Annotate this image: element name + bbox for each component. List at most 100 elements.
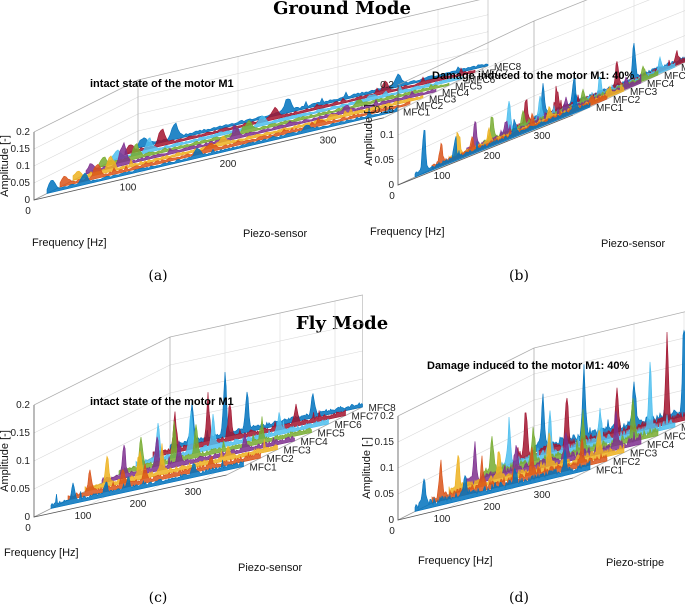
y-tick-label: MFC4: [301, 437, 329, 448]
x-tick-label: 0: [389, 526, 395, 537]
y-tick-label: MFC8: [369, 403, 397, 414]
z-tick-label: 0.05: [11, 178, 31, 189]
z-tick-label: 0.05: [11, 484, 31, 495]
y-tick-label: MFC7: [481, 68, 509, 79]
y-tick-label: MFC8: [494, 62, 522, 73]
y-axis-label: Piezo-sensor: [238, 562, 303, 574]
y-tick-label: MFC6: [335, 420, 363, 431]
z-axis-label: Amplitude [-]: [0, 135, 11, 197]
gridline: [397, 373, 535, 443]
annotation: intact state of the motor M1: [90, 396, 234, 408]
caption-d: (d): [509, 590, 529, 606]
y-tick-label: MFC1: [403, 107, 431, 118]
series-group: [46, 63, 489, 194]
series-group: [50, 371, 363, 509]
z-tick-label: 0: [388, 515, 394, 526]
gridline: [137, 0, 480, 81]
series-mfc1: [50, 459, 244, 509]
z-tick-label: 0.2: [380, 411, 394, 422]
x-tick-label: 200: [484, 151, 501, 162]
series-mfc1: [46, 106, 398, 194]
annotation: Damage induced to the motor M1: 40%: [427, 360, 630, 372]
fly-mode-title: Fly Mode: [296, 313, 388, 334]
series-mfc3: [84, 438, 278, 492]
z-axis-label: Amplitude [-]: [361, 437, 373, 499]
series-mfc2: [431, 438, 608, 504]
y-tick-label: MFC2: [267, 454, 295, 465]
y-tick-label: MFC4: [647, 440, 675, 451]
gridline: [33, 96, 139, 150]
annotation: intact state of the motor M1: [90, 78, 234, 90]
y-axis-label: Piezo-sensor: [243, 228, 308, 240]
caption-c: (c): [149, 590, 168, 606]
y-tick-label: MFC2: [416, 101, 444, 112]
gridline: [533, 311, 685, 349]
gridline: [397, 399, 535, 469]
y-tick-label: MFC2: [613, 95, 641, 106]
z-axis-label: Amplitude [-]: [363, 104, 375, 166]
x-tick-label: 100: [120, 183, 137, 194]
y-axis-label: Piezo-stripe: [606, 557, 664, 569]
gridline: [33, 130, 139, 184]
ground-mode-title: Ground Mode: [273, 0, 411, 19]
series-mfc5: [118, 416, 312, 475]
x-tick-label: 300: [534, 490, 551, 501]
axis-line: [33, 294, 363, 407]
y-tick-label: MFC5: [318, 429, 346, 440]
series-mfc2: [67, 452, 261, 501]
z-tick-label: 0.1: [16, 456, 30, 467]
axis-line: [33, 0, 489, 133]
x-tick-label: 100: [434, 171, 451, 182]
z-tick-label: 0.15: [11, 144, 31, 155]
x-tick-label: 0: [389, 191, 395, 202]
y-tick-label: MFC1: [596, 466, 624, 477]
gridline: [397, 45, 535, 111]
z-tick-label: 0: [388, 180, 394, 191]
y-tick-label: MFC4: [442, 88, 470, 99]
gridline: [397, 95, 535, 161]
gridline: [169, 322, 363, 366]
y-tick-label: MFC6: [468, 75, 496, 86]
y-tick-label: MFC5: [664, 71, 685, 82]
series-group: [414, 42, 685, 178]
gridline: [33, 79, 139, 133]
panel-d: 00.050.10.150.20100200300MFC1MFC2MFC3MFC…: [361, 311, 685, 569]
x-tick-label: 200: [484, 502, 501, 513]
gridline: [533, 0, 650, 47]
z-tick-label: 0: [24, 195, 30, 206]
y-tick-label: MFC1: [250, 463, 278, 474]
x-tick-label: 200: [220, 159, 237, 170]
x-axis-label: Frequency [Hz]: [418, 555, 493, 567]
gridline: [533, 389, 685, 427]
x-tick-label: 100: [75, 511, 92, 522]
y-axis-label: Piezo-sensor: [601, 238, 666, 250]
y-tick-label: MFC3: [630, 449, 658, 460]
gridline: [33, 364, 171, 434]
z-tick-label: 0.2: [380, 80, 394, 91]
z-tick-label: 0.2: [16, 400, 30, 411]
gridline: [397, 347, 535, 417]
x-tick-label: 300: [185, 487, 202, 498]
annotation: Damage induced to the motor M1: 40%: [432, 70, 635, 82]
gridline: [137, 48, 489, 132]
panel-c: 00.050.10.150.20100200300MFC1MFC2MFC3MFC…: [0, 294, 397, 574]
gridline: [169, 350, 363, 394]
gridline: [33, 113, 139, 167]
gridline: [397, 70, 535, 136]
series-mfc5: [98, 82, 450, 168]
axis-line: [397, 311, 685, 417]
y-tick-label: MFC1: [596, 103, 624, 114]
caption-b: (b): [509, 268, 529, 284]
y-tick-label: MFC6: [681, 423, 685, 434]
z-tick-label: 0.05: [375, 155, 395, 166]
series-mfc3: [72, 95, 424, 181]
z-tick-label: 0.15: [375, 437, 395, 448]
y-tick-label: MFC3: [429, 94, 457, 105]
series-mfc6: [135, 410, 329, 467]
y-tick-label: MFC5: [455, 81, 483, 92]
z-tick-label: 0.1: [380, 463, 394, 474]
z-axis-label: Amplitude [-]: [0, 430, 11, 492]
gridline: [397, 425, 535, 495]
gridline: [137, 14, 489, 98]
